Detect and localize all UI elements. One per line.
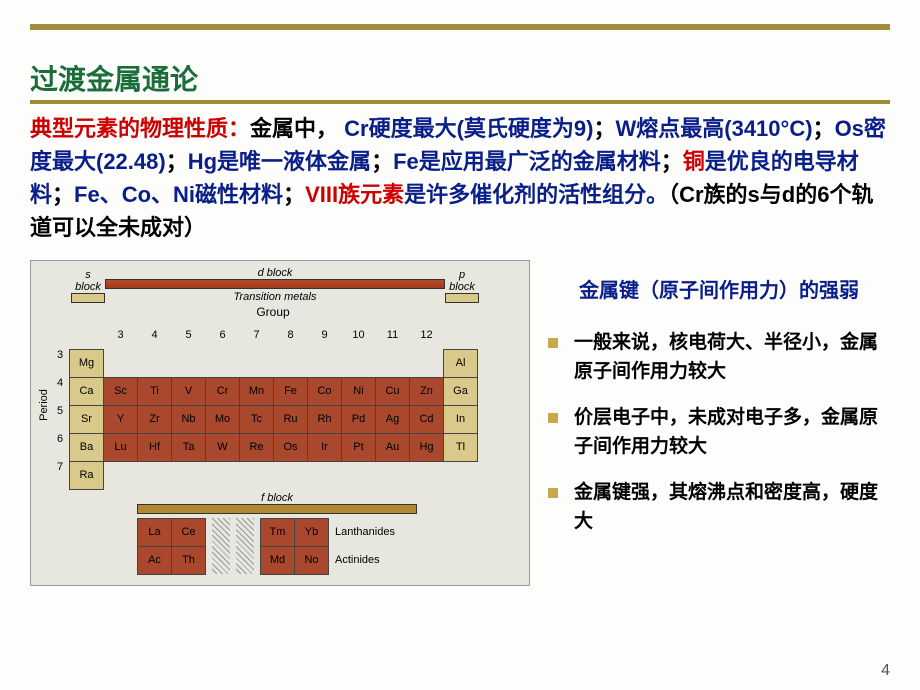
f-block: f block LaCe AcTh TmYb MdNo Lanthanides: [137, 492, 523, 575]
p-block-label: p block: [445, 269, 479, 303]
pt-grid: Period 3 4 5 6 7 3 4 5 6 7: [37, 321, 523, 490]
list-item: 价层电子中，未成对电子多，金属原子间作用力较大: [548, 404, 890, 461]
table-row: Ra: [70, 461, 478, 489]
p-red1: 典型元素的物理性质：: [30, 116, 250, 141]
table-row: Ca ScTiVCrMnFeCoNiCuZn Ga: [70, 377, 478, 405]
p-blue5: Fe是应用最广泛的金属材料: [393, 149, 661, 174]
periodic-table: s block d block Transition metals p bloc…: [30, 260, 530, 586]
page-number: 4: [881, 662, 890, 680]
p-blue4: Hg是唯一液体金属: [188, 149, 371, 174]
cell-Ra: Ra: [70, 461, 104, 489]
cell-Ba: Ba: [70, 433, 104, 461]
p-blue7: Fe、Co、Ni磁性材料: [74, 182, 283, 207]
list-item: 一般来说，核电荷大、半径小，金属原子间作用力较大: [548, 329, 890, 386]
period-5: 5: [51, 397, 69, 425]
cell-In: In: [444, 405, 478, 433]
actinides-label: Actinides: [335, 546, 395, 574]
p-black3: ；: [813, 116, 835, 141]
f-block-bar: [137, 504, 417, 514]
period-4: 4: [51, 369, 69, 397]
main-paragraph: 典型元素的物理性质：金属中， Cr硬度最大(莫氏硬度为9)；W熔点最高(3410…: [30, 112, 890, 244]
cell-Tl: Tl: [444, 433, 478, 461]
bullet-icon: [548, 338, 558, 348]
bullet-text-3: 金属键强，其熔沸点和密度高，硬度大: [574, 479, 890, 536]
title-underline: [30, 100, 890, 104]
p-black5: ；: [371, 149, 393, 174]
p-blue1: Cr硬度最大(莫氏硬度为9): [338, 116, 593, 141]
d-block-text: d block: [105, 267, 445, 279]
cell-Ca: Ca: [70, 377, 104, 405]
s-block-label: s block: [71, 269, 105, 303]
cell-Ga: Ga: [444, 377, 478, 405]
p-block-bar: [445, 293, 479, 303]
period-7: 7: [51, 453, 69, 481]
cell-Sr: Sr: [70, 405, 104, 433]
block-labels-row: s block d block Transition metals p bloc…: [71, 267, 523, 303]
bullet-list: 一般来说，核电荷大、半径小，金属原子间作用力较大 价层电子中，未成对电子多，金属…: [548, 329, 890, 536]
d-block-label: d block Transition metals: [105, 267, 445, 303]
p-blue8: 是许多催化剂的活性组分。: [404, 182, 668, 207]
periodic-table-diagram: s block d block Transition metals p bloc…: [30, 260, 530, 586]
group-title: Group: [69, 305, 477, 319]
p-black4: ；: [166, 149, 188, 174]
right-column: 金属键（原子间作用力）的强弱 一般来说，核电荷大、半径小，金属原子间作用力较大 …: [548, 260, 890, 586]
period-6: 6: [51, 425, 69, 453]
list-item: 金属键强，其熔沸点和密度高，硬度大: [548, 479, 890, 536]
page-title: 过渡金属通论: [30, 58, 890, 104]
right-heading: 金属键（原子间作用力）的强弱: [548, 274, 890, 303]
bullet-icon: [548, 413, 558, 423]
table-row: Sr YZrNbMoTcRuRhPdAgCd In: [70, 405, 478, 433]
p-blue2: W熔点最高(3410°C): [616, 116, 813, 141]
transition-metals-label: Transition metals: [105, 291, 445, 303]
f-gap-right: [236, 518, 254, 574]
p-black1: 金属中，: [250, 116, 338, 141]
bullet-text-2: 价层电子中，未成对电子多，金属原子间作用力较大: [574, 404, 890, 461]
p-black6: ；: [661, 149, 683, 174]
d-block-bar: [105, 279, 445, 289]
top-gold-line: [30, 24, 890, 30]
p-red2: 铜: [683, 149, 705, 174]
group-number-row: 3 4 5 6 7 8 9 10 11 12: [70, 321, 478, 349]
f-block-row: LaCe AcTh TmYb MdNo Lanthanides Actinide…: [137, 518, 523, 575]
s-block-bar: [71, 293, 105, 303]
f-gap-left: [212, 518, 230, 574]
table-row: Mg Al: [70, 349, 478, 377]
p-black8: ；: [283, 182, 305, 207]
f-left-table: LaCe AcTh: [137, 518, 206, 575]
lanthanides-label: Lanthanides: [335, 518, 395, 546]
cell-Al: Al: [444, 349, 478, 377]
p-black7: ；: [52, 182, 74, 207]
period-3: 3: [51, 341, 69, 369]
p-red3: VIII族元素: [305, 182, 404, 207]
f-series-labels: Lanthanides Actinides: [335, 518, 395, 574]
bullet-icon: [548, 488, 558, 498]
period-numbers: 3 4 5 6 7: [51, 321, 69, 490]
content-row: s block d block Transition metals p bloc…: [30, 260, 890, 586]
period-axis-label: Period: [37, 321, 51, 490]
f-right-table: TmYb MdNo: [260, 518, 329, 575]
cell-Mg: Mg: [70, 349, 104, 377]
f-block-title: f block: [137, 492, 417, 504]
bullet-text-1: 一般来说，核电荷大、半径小，金属原子间作用力较大: [574, 329, 890, 386]
s-block-text: s block: [71, 269, 105, 293]
table-row: Ba LuHfTaWReOsIrPtAuHg Tl: [70, 433, 478, 461]
p-black2: ；: [593, 116, 615, 141]
title-text: 过渡金属通论: [30, 64, 198, 95]
main-table: 3 4 5 6 7 8 9 10 11 12 Mg: [69, 321, 478, 490]
p-block-text: p block: [445, 269, 479, 293]
